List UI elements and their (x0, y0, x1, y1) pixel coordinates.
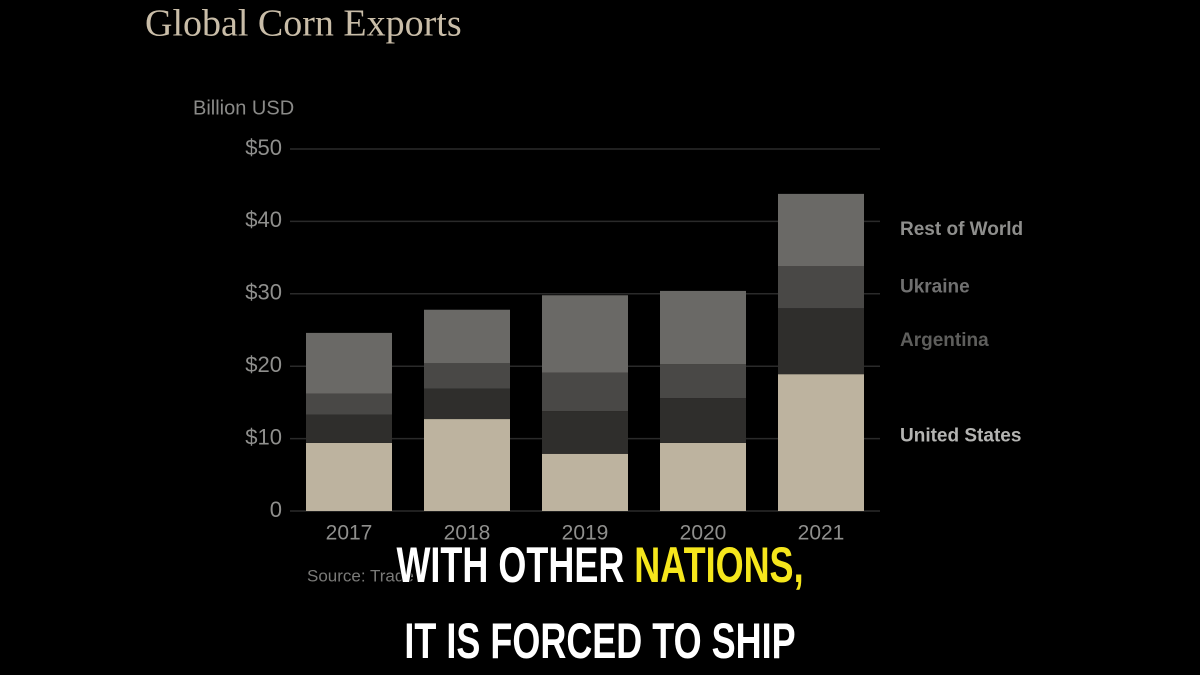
legend-label: United States (900, 426, 1021, 447)
x-tick-label: 2020 (680, 522, 727, 545)
y-tick-label: $20 (245, 352, 282, 377)
bar-segment (424, 309, 510, 364)
bar-segment (778, 374, 864, 511)
legend-label: Ukraine (900, 276, 970, 297)
caption-highlight: NATIONS, (634, 538, 803, 593)
y-tick-label: $30 (245, 280, 282, 305)
bar-segment (778, 308, 864, 375)
bar-segment (306, 393, 392, 415)
bar-segment (778, 193, 864, 267)
bar-segment (660, 364, 746, 399)
bar-segment (306, 442, 392, 511)
y-tick-label: $50 (245, 135, 282, 160)
source-note: Source: Trade (307, 566, 414, 585)
y-tick-label: $40 (245, 207, 282, 232)
chart-title: Global Corn Exports (145, 3, 462, 45)
legend-label: Rest of World (900, 219, 1023, 240)
x-tick-label: 2017 (326, 522, 373, 545)
captions: WITH OTHER NATIONS, IT IS FORCED TO SHIP (395, 536, 805, 671)
y-axis-label: Billion USD (193, 97, 294, 119)
bar-segment (542, 453, 628, 511)
x-tick-label: 2021 (798, 522, 845, 545)
bar-segment (542, 411, 628, 454)
bar-segment (306, 414, 392, 443)
bars: 0 $10 $20 $30 $40 $50 2017 2018 2019 2020 2021 Unit… (245, 135, 1023, 545)
bar-segment (660, 398, 746, 443)
legend-label: Argentina (900, 330, 989, 351)
x-tick-label: 2019 (562, 522, 609, 545)
caption-text: WITH OTHER (396, 538, 634, 593)
bar-segment (778, 266, 864, 309)
y-tick-label: 0 (270, 497, 282, 522)
bar-segment (424, 388, 510, 420)
bar-segment (660, 290, 746, 365)
bar-segment (660, 442, 746, 511)
x-tick-label: 2018 (444, 522, 491, 545)
bar-segment (424, 363, 510, 389)
bar-segment (424, 419, 510, 511)
bar-segment (542, 295, 628, 373)
caption-line: IT IS FORCED TO SHIP (404, 615, 795, 670)
bar-segment (306, 332, 392, 394)
caption-line: WITH OTHER NATIONS, (396, 538, 803, 593)
y-tick-label: $10 (245, 424, 282, 449)
bar-segment (542, 372, 628, 412)
